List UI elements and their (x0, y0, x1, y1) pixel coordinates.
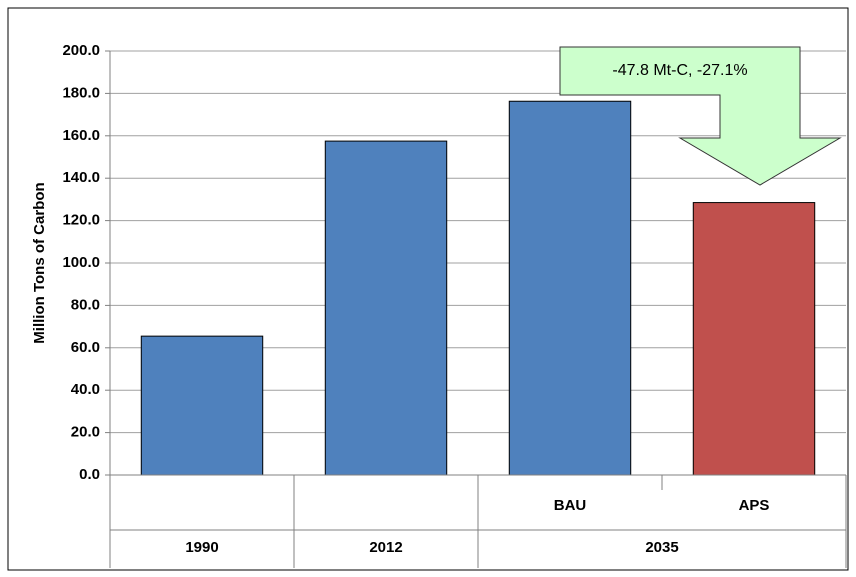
y-tick-label: 120.0 (62, 212, 100, 229)
y-tick-label: 20.0 (71, 424, 100, 441)
y-tick-label: 160.0 (62, 127, 100, 144)
bar (140, 335, 264, 476)
y-tick-label: 140.0 (62, 169, 100, 186)
y-axis-label: Million Tons of Carbon (31, 182, 48, 343)
x-tick-label: APS (739, 497, 770, 514)
x-tick-label: BAU (554, 497, 587, 514)
bar (324, 140, 448, 476)
y-tick-label: 60.0 (71, 339, 100, 356)
annotation: -47.8 Mt-C, -27.1% (612, 62, 747, 79)
annotation-arrow (559, 46, 842, 186)
y-tick-label: 40.0 (71, 381, 100, 398)
x-group-label: 2035 (645, 539, 678, 556)
y-tick-label: 180.0 (62, 84, 100, 101)
y-tick-label: 100.0 (62, 254, 100, 271)
y-tick-label: 80.0 (71, 296, 100, 313)
bar (508, 100, 632, 476)
y-tick-label: 0.0 (79, 466, 100, 483)
bar (692, 202, 816, 476)
x-group-label: 1990 (185, 539, 218, 556)
x-group-label: 2012 (369, 539, 402, 556)
y-tick-label: 200.0 (62, 42, 100, 59)
